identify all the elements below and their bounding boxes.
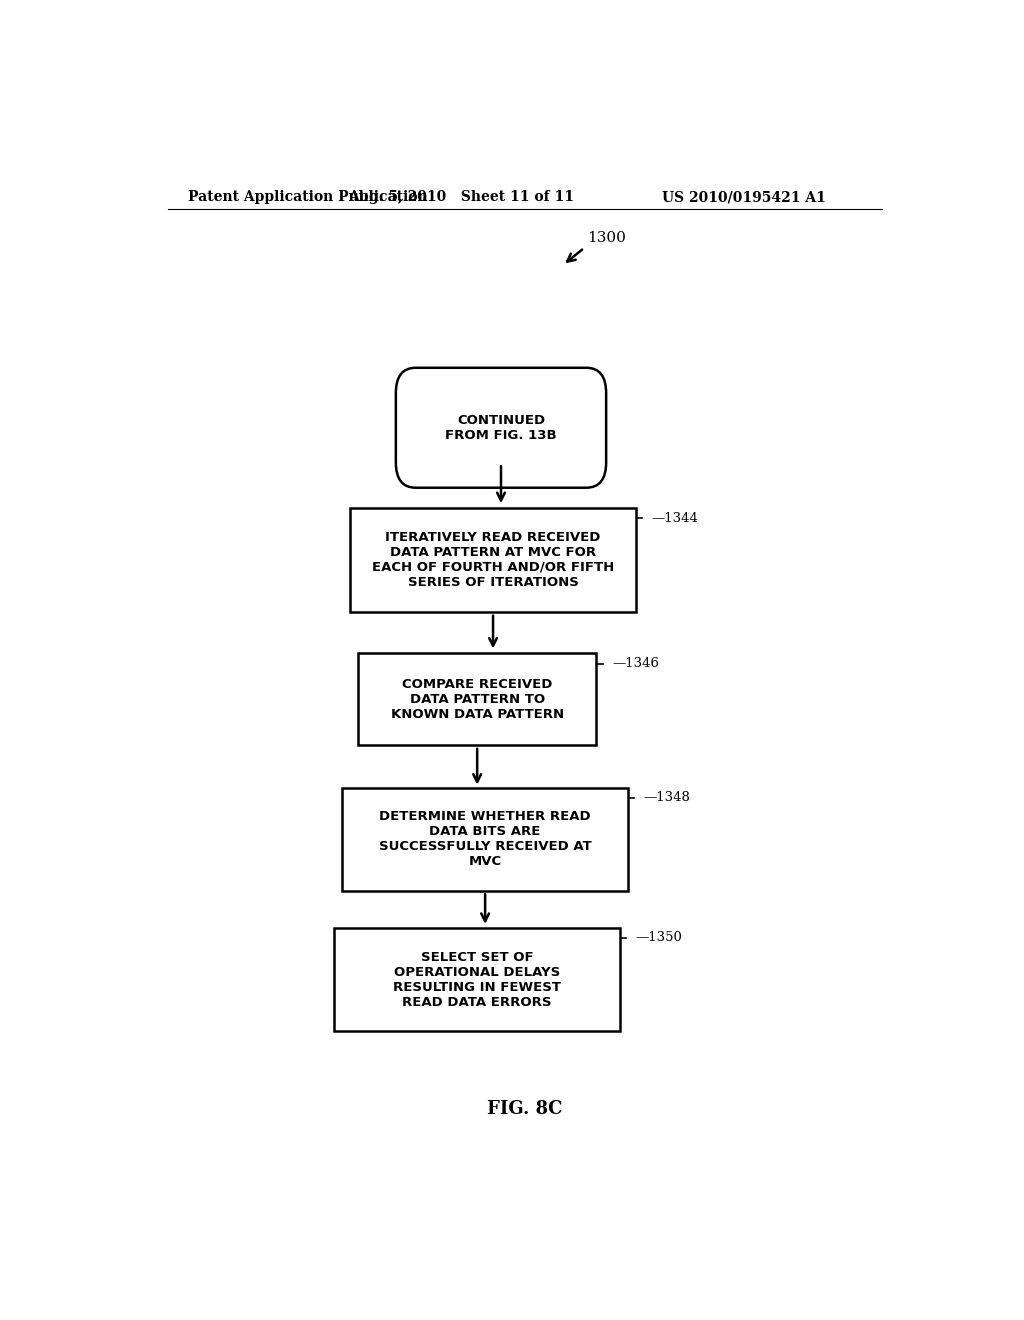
Text: —1348: —1348	[644, 791, 691, 804]
Text: DETERMINE WHETHER READ
DATA BITS ARE
SUCCESSFULLY RECEIVED AT
MVC: DETERMINE WHETHER READ DATA BITS ARE SUC…	[379, 810, 592, 869]
Text: —1346: —1346	[612, 657, 659, 671]
Text: FIG. 8C: FIG. 8C	[487, 1100, 562, 1118]
Text: Aug. 5, 2010   Sheet 11 of 11: Aug. 5, 2010 Sheet 11 of 11	[348, 190, 574, 205]
Text: ITERATIVELY READ RECEIVED
DATA PATTERN AT MVC FOR
EACH OF FOURTH AND/OR FIFTH
SE: ITERATIVELY READ RECEIVED DATA PATTERN A…	[372, 531, 614, 589]
Text: COMPARE RECEIVED
DATA PATTERN TO
KNOWN DATA PATTERN: COMPARE RECEIVED DATA PATTERN TO KNOWN D…	[390, 677, 564, 721]
Text: Patent Application Publication: Patent Application Publication	[187, 190, 427, 205]
Text: SELECT SET OF
OPERATIONAL DELAYS
RESULTING IN FEWEST
READ DATA ERRORS: SELECT SET OF OPERATIONAL DELAYS RESULTI…	[393, 950, 561, 1008]
FancyBboxPatch shape	[342, 788, 628, 891]
Text: US 2010/0195421 A1: US 2010/0195421 A1	[663, 190, 826, 205]
Text: —1350: —1350	[636, 932, 683, 945]
Text: —1344: —1344	[652, 512, 698, 525]
FancyBboxPatch shape	[358, 653, 596, 744]
FancyBboxPatch shape	[334, 928, 620, 1031]
FancyBboxPatch shape	[350, 508, 636, 611]
FancyBboxPatch shape	[396, 368, 606, 487]
Text: 1300: 1300	[587, 231, 626, 244]
Text: CONTINUED
FROM FIG. 13B: CONTINUED FROM FIG. 13B	[445, 413, 557, 442]
